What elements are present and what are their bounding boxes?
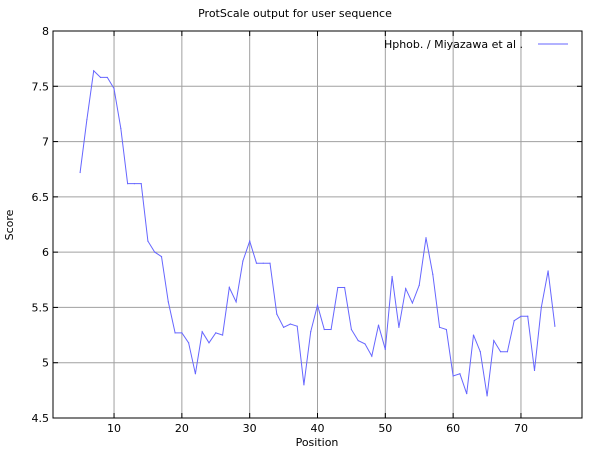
data-point	[411, 302, 414, 304]
data-point	[133, 182, 135, 185]
grid	[53, 31, 582, 418]
x-tick-label: 60	[446, 422, 460, 435]
data-point	[452, 375, 454, 377]
legend-label: Hphob. / Miyazawa et al .	[384, 38, 523, 51]
chart-title: ProtScale output for user sequence	[198, 7, 392, 20]
y-tick-label: 7	[42, 136, 49, 149]
data-point	[459, 373, 461, 375]
legend: Hphob. / Miyazawa et al .	[384, 38, 568, 51]
data-point	[106, 76, 108, 79]
data-point	[432, 273, 434, 275]
x-tick-label: 40	[311, 422, 325, 435]
x-axis-label: Position	[296, 436, 339, 449]
data-point	[540, 306, 542, 309]
data-point	[269, 262, 271, 264]
data-point	[384, 348, 386, 351]
y-tick-label: 4.5	[32, 412, 50, 425]
data-point	[506, 351, 508, 353]
data-point	[554, 325, 556, 327]
data-point	[486, 395, 488, 397]
x-tick-label: 10	[107, 422, 121, 435]
data-point	[235, 301, 237, 303]
data-point	[289, 323, 291, 325]
y-tick-label: 6.5	[32, 191, 50, 204]
data-point	[140, 182, 142, 185]
data-point	[357, 340, 359, 342]
data-point	[79, 171, 81, 174]
series-layer	[79, 69, 556, 397]
data-point	[479, 351, 481, 353]
data-point	[113, 87, 115, 90]
data-point	[330, 328, 332, 331]
y-tick-label: 5.5	[32, 301, 50, 314]
y-tick-label: 8	[42, 25, 49, 38]
data-point	[533, 369, 536, 372]
data-point	[472, 334, 475, 336]
y-tick-label: 7.5	[32, 80, 50, 93]
data-point	[194, 373, 197, 375]
data-point	[249, 240, 251, 242]
data-point	[167, 301, 169, 303]
data-point	[371, 355, 373, 357]
data-point	[405, 288, 407, 290]
data-point	[425, 237, 427, 239]
data-point	[262, 262, 264, 264]
data-point	[296, 325, 298, 327]
data-point	[527, 315, 529, 317]
data-point	[208, 342, 210, 344]
data-point	[398, 326, 400, 328]
x-tick-label: 50	[378, 422, 392, 435]
data-point	[282, 326, 285, 328]
x-tick-label: 30	[243, 422, 257, 435]
data-point	[500, 351, 502, 353]
data-point	[466, 393, 468, 395]
data-point	[120, 127, 122, 129]
data-point	[86, 118, 88, 121]
data-point	[547, 270, 549, 272]
data-point	[276, 313, 278, 315]
data-point	[215, 332, 217, 334]
data-point	[344, 286, 346, 289]
data-point	[242, 260, 244, 262]
data-point	[99, 76, 102, 79]
tick-labels: 10 20 30 40 50 60 70 4.5 5 5.5 6 6.5 7 7.5 8	[32, 25, 528, 435]
data-point	[154, 251, 156, 253]
data-point	[228, 286, 230, 289]
data-point	[147, 240, 149, 242]
data-point	[127, 182, 129, 185]
data-point	[418, 284, 420, 286]
data-point	[493, 340, 495, 342]
data-point	[303, 384, 305, 386]
data-point	[188, 342, 190, 344]
y-axis-label: Score	[3, 209, 16, 240]
data-point	[438, 326, 441, 328]
data-point	[316, 304, 319, 306]
data-point	[323, 328, 325, 331]
data-point	[513, 320, 515, 322]
data-point	[255, 262, 258, 264]
data-point	[337, 286, 339, 289]
data-point	[93, 70, 95, 72]
data-point	[350, 328, 353, 331]
data-point	[310, 331, 312, 333]
data-point	[181, 332, 183, 334]
data-point	[174, 332, 176, 334]
data-point	[160, 255, 163, 258]
data-point	[520, 315, 522, 317]
data-point	[221, 334, 224, 336]
data-point	[201, 331, 203, 333]
data-point	[445, 328, 447, 331]
x-tick-label: 70	[514, 422, 528, 435]
y-tick-label: 5	[42, 357, 49, 370]
data-point	[364, 343, 366, 345]
x-tick-label: 20	[175, 422, 189, 435]
ticks	[53, 30, 582, 419]
data-point	[391, 275, 393, 278]
y-tick-label: 6	[42, 246, 49, 259]
data-point	[377, 324, 380, 326]
